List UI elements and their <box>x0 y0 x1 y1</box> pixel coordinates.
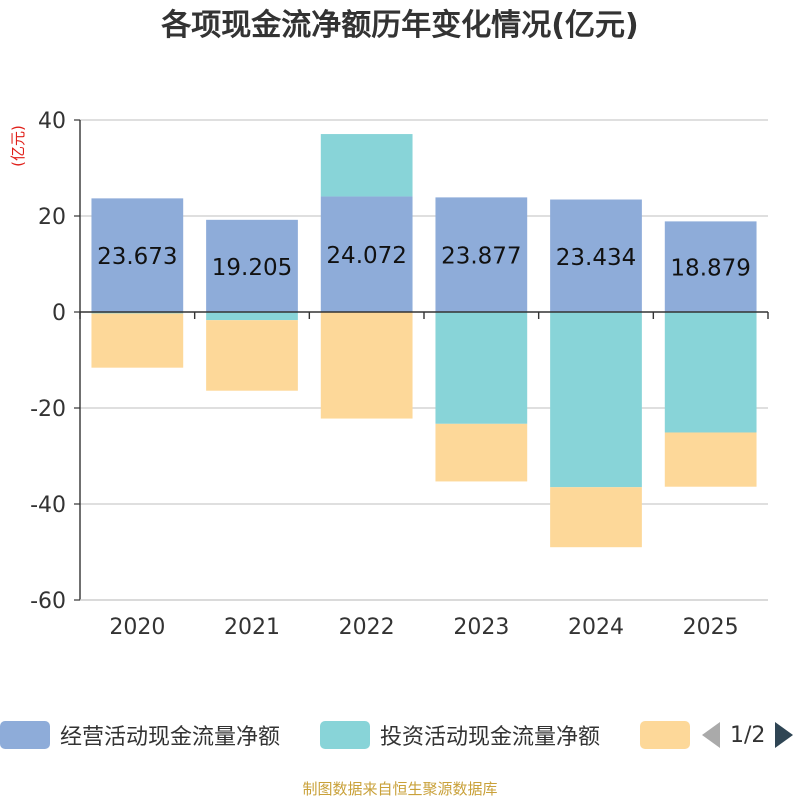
source-note: 制图数据来自恒生聚源数据库 <box>302 780 498 798</box>
bar-2020-series-2[interactable] <box>91 313 184 368</box>
bar-2023-series-1[interactable] <box>435 312 528 424</box>
data-label-2025: 18.879 <box>670 256 750 282</box>
data-labels: 23.673 19.205 24.072 23.877 23.434 18.879 <box>97 243 751 281</box>
bar-2022-series-2[interactable] <box>320 312 413 419</box>
x-tick-label: 2020 <box>109 615 165 640</box>
bar-2020-series-0[interactable] <box>91 198 184 312</box>
y-axis-label: (亿元) <box>9 125 27 167</box>
bar-2025-series-1[interactable] <box>664 312 757 433</box>
legend-item-operating[interactable]: 经营活动现金流量净额 <box>0 715 280 755</box>
chart-title: 各项现金流净额历年变化情况(亿元) <box>161 8 639 43</box>
y-tick-label: -60 <box>30 589 66 614</box>
bar-2021-series-0[interactable] <box>206 219 298 312</box>
data-label-2020: 23.673 <box>97 244 177 270</box>
legend: 经营活动现金流量净额 投资活动现金流量净额 1/2 <box>0 715 800 755</box>
x-tick-label: 2022 <box>339 615 395 640</box>
legend-next-arrow-icon[interactable] <box>775 722 794 748</box>
y-tick-label: 40 <box>38 109 66 134</box>
legend-page-indicator: 1/2 <box>730 722 766 748</box>
legend-swatch-financing <box>640 721 690 749</box>
axes: 40 20 0 -20 -40 -60 2020 2021 2022 2023 2024 2025 <box>30 109 769 640</box>
bar-2021-series-1[interactable] <box>206 312 298 321</box>
data-label-2023: 23.877 <box>441 244 521 270</box>
bar-2020-series-1[interactable] <box>91 312 184 314</box>
x-tick-label: 2024 <box>568 615 624 640</box>
x-tick-label: 2025 <box>683 615 739 640</box>
x-tick-label: 2023 <box>453 615 509 640</box>
data-label-2022: 24.072 <box>326 243 406 269</box>
y-tick-label: -40 <box>30 493 66 518</box>
legend-label-investing: 投资活动现金流量净额 <box>380 725 601 750</box>
data-label-2021: 19.205 <box>212 255 292 281</box>
legend-prev-arrow-icon[interactable] <box>702 722 720 748</box>
y-tick-label: -20 <box>30 397 66 422</box>
legend-swatch-operating <box>0 721 50 749</box>
legend-label-operating: 经营活动现金流量净额 <box>60 725 281 750</box>
chart-plot: 40 20 0 -20 -40 -60 2020 2021 2022 2023 2024 2025 2… <box>9 109 769 640</box>
bars <box>91 134 757 548</box>
bar-2023-series-2[interactable] <box>435 423 528 482</box>
x-tick-label: 2021 <box>224 615 280 640</box>
bar-2023-series-0[interactable] <box>435 197 528 312</box>
bar-2025-series-2[interactable] <box>664 432 757 487</box>
bar-2024-series-0[interactable] <box>550 199 642 312</box>
y-tick-label: 20 <box>38 205 66 230</box>
bar-2022-series-1[interactable] <box>320 134 413 197</box>
legend-item-financing[interactable] <box>640 715 690 755</box>
legend-item-investing[interactable]: 投资活动现金流量净额 <box>320 715 600 755</box>
bar-2024-series-2[interactable] <box>550 487 642 548</box>
gridlines <box>80 119 768 601</box>
y-tick-label: 0 <box>52 301 66 326</box>
bar-2022-series-0[interactable] <box>320 196 413 312</box>
bar-2021-series-2[interactable] <box>206 320 298 391</box>
bar-2024-series-1[interactable] <box>550 312 642 488</box>
bar-2025-series-0[interactable] <box>664 221 757 312</box>
legend-pager: 1/2 <box>702 715 794 755</box>
legend-swatch-investing <box>320 721 370 749</box>
data-label-2024: 23.434 <box>556 245 636 271</box>
